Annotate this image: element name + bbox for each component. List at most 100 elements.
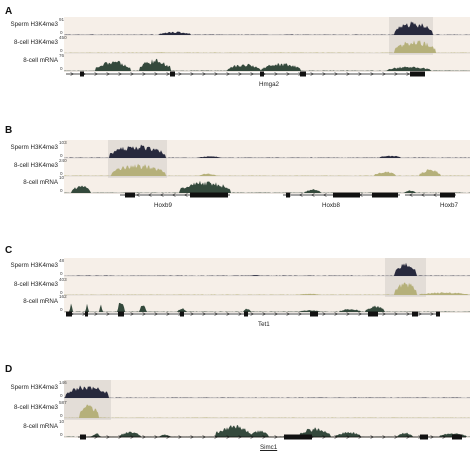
- strand-arrow: [226, 435, 231, 439]
- strand-arrow: [382, 72, 387, 76]
- track-label: 8-cell H3K4me3: [13, 404, 58, 411]
- strand-arrow: [394, 72, 399, 76]
- gene-name-label: Tet1: [258, 321, 270, 328]
- gene-name-label: Hoxb7: [440, 202, 458, 209]
- strand-arrow: [130, 435, 135, 439]
- signal-8-cell-h3k4me3: [64, 40, 470, 53]
- gene-exon: [310, 311, 318, 317]
- strand-arrow: [420, 193, 425, 197]
- strand-arrow: [382, 312, 387, 316]
- strand-arrow: [408, 193, 413, 197]
- gene-exon: [170, 71, 175, 77]
- strand-arrow: [370, 72, 375, 76]
- strand-arrow: [154, 435, 159, 439]
- strand-arrow: [118, 72, 123, 76]
- track-min-value: 0: [60, 188, 63, 193]
- strand-arrow: [394, 312, 399, 316]
- track-label: 8-cell H3K4me3: [13, 162, 58, 169]
- track-max-value: 10: [59, 419, 65, 424]
- track-label: 8-cell H3K4me3: [13, 39, 58, 46]
- strand-arrow: [322, 193, 327, 197]
- strand-arrow: [298, 193, 303, 197]
- gene-exon: [125, 192, 135, 198]
- gene-exon: [436, 311, 440, 317]
- strand-arrow: [334, 72, 339, 76]
- track-min-value: 0: [60, 153, 63, 158]
- strand-arrow: [106, 72, 111, 76]
- strand-arrow: [214, 72, 219, 76]
- strand-arrow: [171, 193, 176, 197]
- strand-arrow: [178, 72, 183, 76]
- gene-exon: [368, 311, 378, 317]
- gene-name-label: Simc1: [260, 444, 278, 451]
- track-min-value: 0: [60, 171, 63, 176]
- strand-arrow: [358, 72, 363, 76]
- track-min-value: 0: [60, 290, 63, 295]
- track-min-value: 0: [60, 307, 63, 312]
- strand-arrow: [286, 312, 291, 316]
- strand-arrow: [178, 435, 183, 439]
- signal-8-cell-mrna: [64, 425, 470, 437]
- strand-arrow: [334, 312, 339, 316]
- track-min-value: 0: [60, 432, 63, 437]
- signal-8-cell-h3k4me3: [64, 163, 470, 176]
- signal-sperm-h3k4me3: [64, 21, 470, 35]
- strand-arrow: [262, 312, 267, 316]
- strand-arrow: [142, 72, 147, 76]
- gene-exon: [286, 192, 290, 198]
- strand-arrow: [226, 72, 231, 76]
- gene-exon: [410, 71, 425, 77]
- strand-arrow: [370, 435, 375, 439]
- strand-arrow: [346, 312, 351, 316]
- signal-8-cell-h3k4me3: [64, 282, 470, 295]
- panel-letter: C: [5, 245, 13, 256]
- track-label: Sperm H3K4me3: [10, 21, 58, 28]
- track-max-value: 146: [59, 380, 67, 385]
- gene-exon: [66, 311, 72, 317]
- strand-arrow: [418, 312, 423, 316]
- strand-arrow: [394, 435, 399, 439]
- strand-arrow: [322, 435, 327, 439]
- track-max-value: 10: [59, 175, 65, 180]
- signal-8-cell-h3k4me3: [64, 404, 470, 418]
- panel-letter: D: [5, 364, 13, 375]
- strand-arrow: [142, 435, 147, 439]
- strand-arrow: [166, 72, 171, 76]
- strand-arrow: [358, 435, 363, 439]
- strand-arrow: [358, 312, 363, 316]
- gene-exon: [333, 192, 360, 198]
- strand-arrow: [334, 435, 339, 439]
- strand-arrow: [430, 312, 435, 316]
- strand-arrow: [154, 72, 159, 76]
- strand-arrow: [106, 435, 111, 439]
- track-max-value: 587: [59, 400, 67, 405]
- strand-arrow: [406, 435, 411, 439]
- gene-exon: [440, 192, 455, 198]
- strand-arrow: [262, 435, 267, 439]
- track-min-value: 0: [60, 413, 63, 418]
- strand-arrow: [226, 312, 231, 316]
- strand-arrow: [346, 72, 351, 76]
- signal-sperm-h3k4me3: [64, 385, 470, 398]
- strand-arrow: [214, 312, 219, 316]
- track-background: [64, 380, 470, 438]
- track-max-value: 48: [59, 258, 65, 263]
- panel-letter: A: [5, 6, 13, 17]
- strand-arrow: [118, 435, 123, 439]
- strand-arrow: [142, 312, 147, 316]
- gene-exon: [420, 434, 428, 440]
- strand-arrow: [432, 193, 437, 197]
- track-label: 8-cell mRNA: [23, 57, 58, 64]
- strand-arrow: [202, 435, 207, 439]
- strand-arrow: [94, 72, 99, 76]
- track-label: 8-cell H3K4me3: [13, 281, 58, 288]
- strand-arrow: [346, 435, 351, 439]
- signal-8-cell-mrna: [64, 302, 470, 312]
- strand-arrow: [250, 72, 255, 76]
- signal-sperm-h3k4me3: [64, 144, 470, 158]
- strand-arrow: [430, 435, 435, 439]
